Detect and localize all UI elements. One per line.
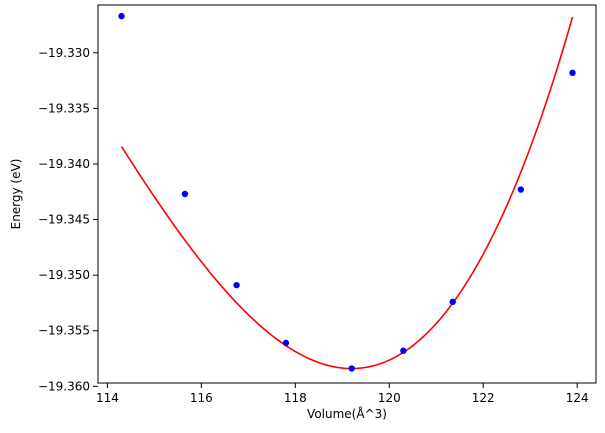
data-points-layer <box>118 12 576 372</box>
data-point <box>282 339 290 347</box>
y-tick-label: −19.330 <box>38 46 90 60</box>
y-tick-label: −19.335 <box>38 101 90 115</box>
x-tick-label: 116 <box>190 391 213 405</box>
data-point <box>449 298 456 306</box>
data-point <box>569 69 576 77</box>
x-tick-label: 118 <box>284 391 307 405</box>
plot-frame <box>97 4 597 384</box>
fit-curve-layer <box>120 16 574 370</box>
plot-area <box>98 5 596 383</box>
data-point <box>233 281 240 289</box>
data-point <box>400 347 407 354</box>
y-tick-label: −19.350 <box>38 268 90 282</box>
x-axis-ticks: 114 116 118 120 122 124 <box>96 383 589 405</box>
x-tick-label: 122 <box>472 391 495 405</box>
data-point <box>348 365 355 372</box>
data-point <box>118 12 125 20</box>
y-axis-label: Energy (eV) <box>9 159 23 230</box>
data-point <box>181 190 189 198</box>
y-tick-label: −19.360 <box>38 379 90 393</box>
y-tick-label: −19.340 <box>38 157 90 171</box>
x-axis-label: Volume(Å^3) <box>307 406 387 421</box>
data-point <box>517 186 525 193</box>
x-tick-label: 114 <box>96 391 119 405</box>
y-tick-label: −19.355 <box>38 324 90 338</box>
fit-curve-line <box>120 16 574 370</box>
y-tick-label: −19.345 <box>38 213 90 227</box>
x-tick-label: 124 <box>566 391 589 405</box>
y-axis-ticks: −19.360 −19.355 −19.350 −19.345 −19.340 −19.3… <box>38 46 98 393</box>
x-tick-label: 120 <box>378 391 401 405</box>
